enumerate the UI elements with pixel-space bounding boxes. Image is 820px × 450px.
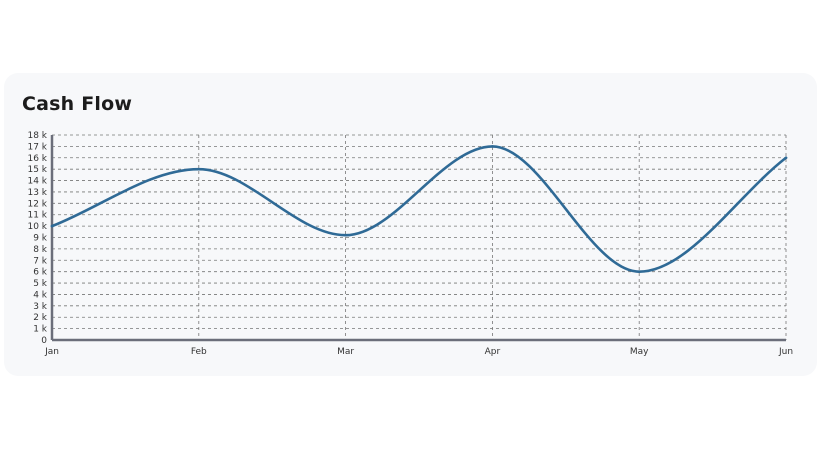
- x-tick-label: Jan: [44, 347, 59, 357]
- y-tick-label: 3 k: [33, 302, 48, 312]
- y-tick-label: 18 k: [27, 131, 47, 141]
- data-point: [197, 167, 201, 171]
- y-tick-label: 17 k: [27, 142, 47, 152]
- y-tick-label: 15 k: [27, 165, 47, 175]
- y-tick-label: 1 k: [33, 325, 48, 335]
- y-tick-label: 9 k: [33, 234, 48, 244]
- x-tick-label: Mar: [337, 347, 354, 357]
- cash-flow-line-chart: 01 k 2 k3 k 4 k5 k6 k 7 k8 k9 k 10 k11 k 12 k…: [27, 131, 793, 357]
- y-tick-label: 5 k: [33, 279, 48, 289]
- y-tick-label: 7 k: [33, 256, 48, 266]
- y-tick-label: 12 k: [27, 199, 47, 209]
- y-tick-label: 4 k: [33, 290, 48, 300]
- data-point: [491, 145, 494, 148]
- y-tick-label: 10 k: [27, 222, 47, 232]
- y-tick-label: 6 k: [33, 268, 48, 278]
- axes: [50, 135, 786, 342]
- y-axis-tick-labels: 01 k 2 k3 k 4 k5 k6 k 7 k8 k9 k 10 k11 k 12 k…: [27, 131, 47, 346]
- y-tick-label: 0: [41, 336, 47, 346]
- y-tick-label: 13 k: [27, 188, 47, 198]
- chart-title: Cash Flow: [22, 93, 133, 115]
- y-tick-label: 11 k: [27, 211, 47, 221]
- data-point: [784, 156, 788, 160]
- series-lines: [50, 145, 788, 273]
- y-tick-label: 8 k: [33, 245, 48, 255]
- y-tick-label: 14 k: [27, 177, 47, 187]
- data-point: [344, 233, 347, 237]
- x-tick-label: Apr: [485, 347, 501, 357]
- y-tick-label: 16 k: [27, 154, 47, 164]
- x-tick-label: Jun: [778, 347, 793, 357]
- x-axis-tick-labels: Jan Feb Mar Apr May Jun: [44, 347, 793, 357]
- series-line: [50, 145, 788, 273]
- data-point: [50, 224, 54, 228]
- y-tick-label: 2 k: [33, 313, 48, 323]
- grid-lines: [52, 134, 787, 340]
- x-tick-label: May: [630, 347, 649, 357]
- x-tick-label: Feb: [191, 347, 207, 357]
- data-point: [637, 270, 641, 273]
